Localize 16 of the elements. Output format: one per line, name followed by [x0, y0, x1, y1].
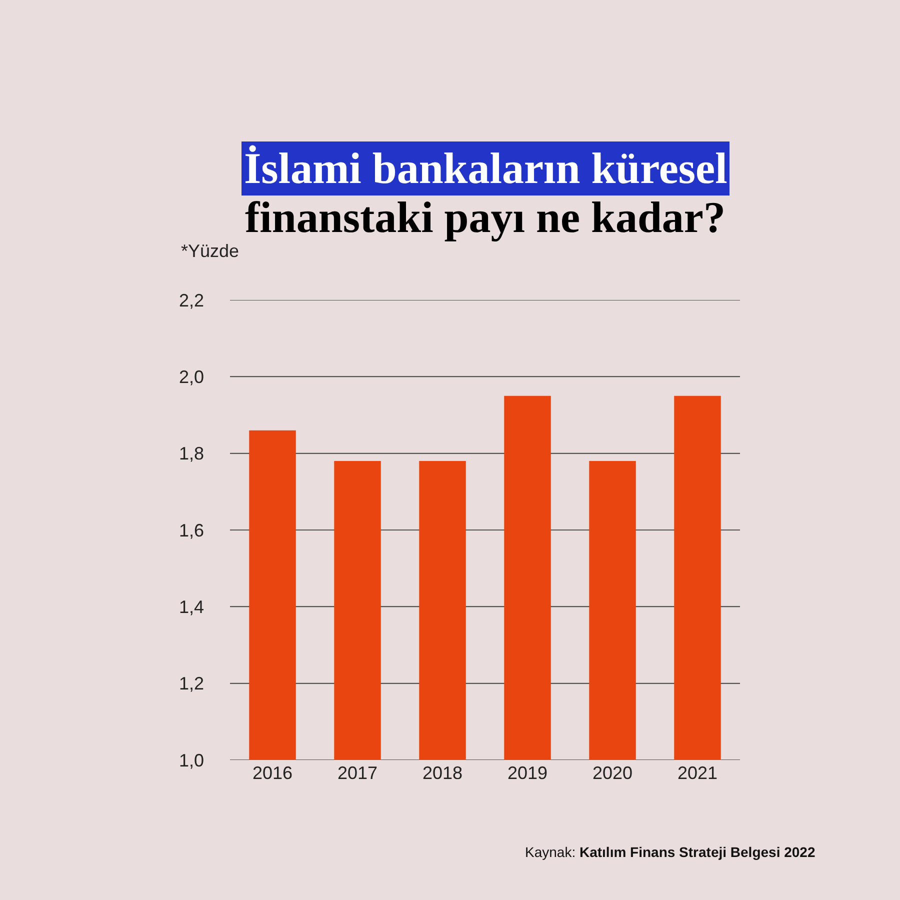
y-tick-label: 2,0 [178, 366, 204, 387]
x-tick-label: 2021 [677, 763, 718, 783]
y-tick-label: 1,0 [178, 750, 204, 770]
x-tick-label: 2017 [337, 763, 378, 783]
text: Kaynak: Katılım Finans Strateji Belgesi 2022 [525, 844, 816, 860]
y-tick-label: 2,2 [178, 290, 204, 310]
y-tick-label: 1,6 [178, 520, 204, 540]
chart-title: İslami bankaların küresel finanstaki payı ne kadar? [244, 144, 728, 242]
y-tick-label: 1,4 [178, 596, 204, 617]
x-tick-label: 2016 [252, 763, 293, 783]
x-tick-label: 2019 [507, 763, 548, 783]
y-tick-label: 1,8 [178, 444, 204, 464]
x-tick-label: 2020 [592, 763, 633, 783]
x-tick-label: 2018 [422, 763, 463, 783]
y-axis-title: *Yüzde [181, 241, 240, 261]
y-tick-label: 1,2 [178, 674, 204, 694]
